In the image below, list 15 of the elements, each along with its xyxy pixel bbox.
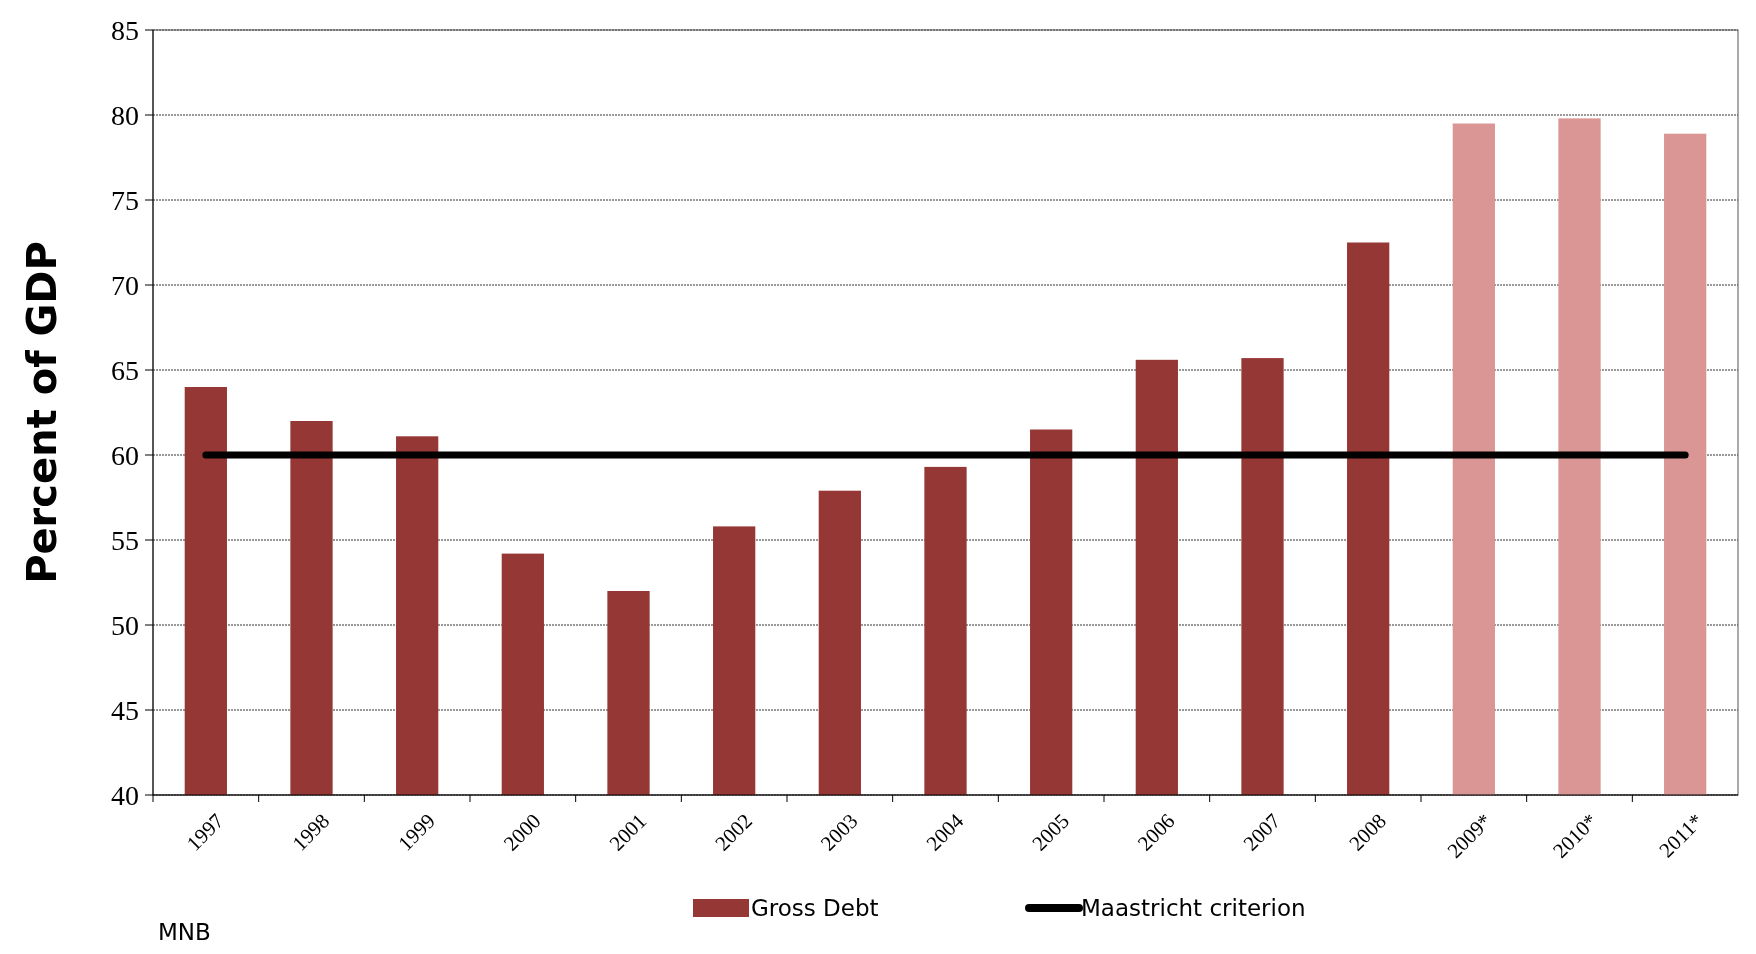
y-tick-label: 70 xyxy=(111,269,139,301)
text: MNB xyxy=(158,919,211,945)
y-tick-label: 75 xyxy=(111,184,139,216)
y-tick-label: 80 xyxy=(111,99,139,131)
y-tick-label: 40 xyxy=(111,779,139,811)
y-axis-title: Percent of GDP xyxy=(19,241,65,584)
y-tick-label: 65 xyxy=(111,354,139,386)
y-tick-label: 60 xyxy=(111,439,139,471)
legend-label: Maastricht criterion xyxy=(1081,895,1306,922)
y-tick-label: 45 xyxy=(111,694,139,726)
legend-label: Gross Debt xyxy=(751,895,879,922)
y-tick-label: 85 xyxy=(111,14,139,46)
x-tick-label: 2001 xyxy=(604,808,652,856)
y-tick-label: 50 xyxy=(111,609,139,641)
y-tick-label: 55 xyxy=(111,524,139,556)
